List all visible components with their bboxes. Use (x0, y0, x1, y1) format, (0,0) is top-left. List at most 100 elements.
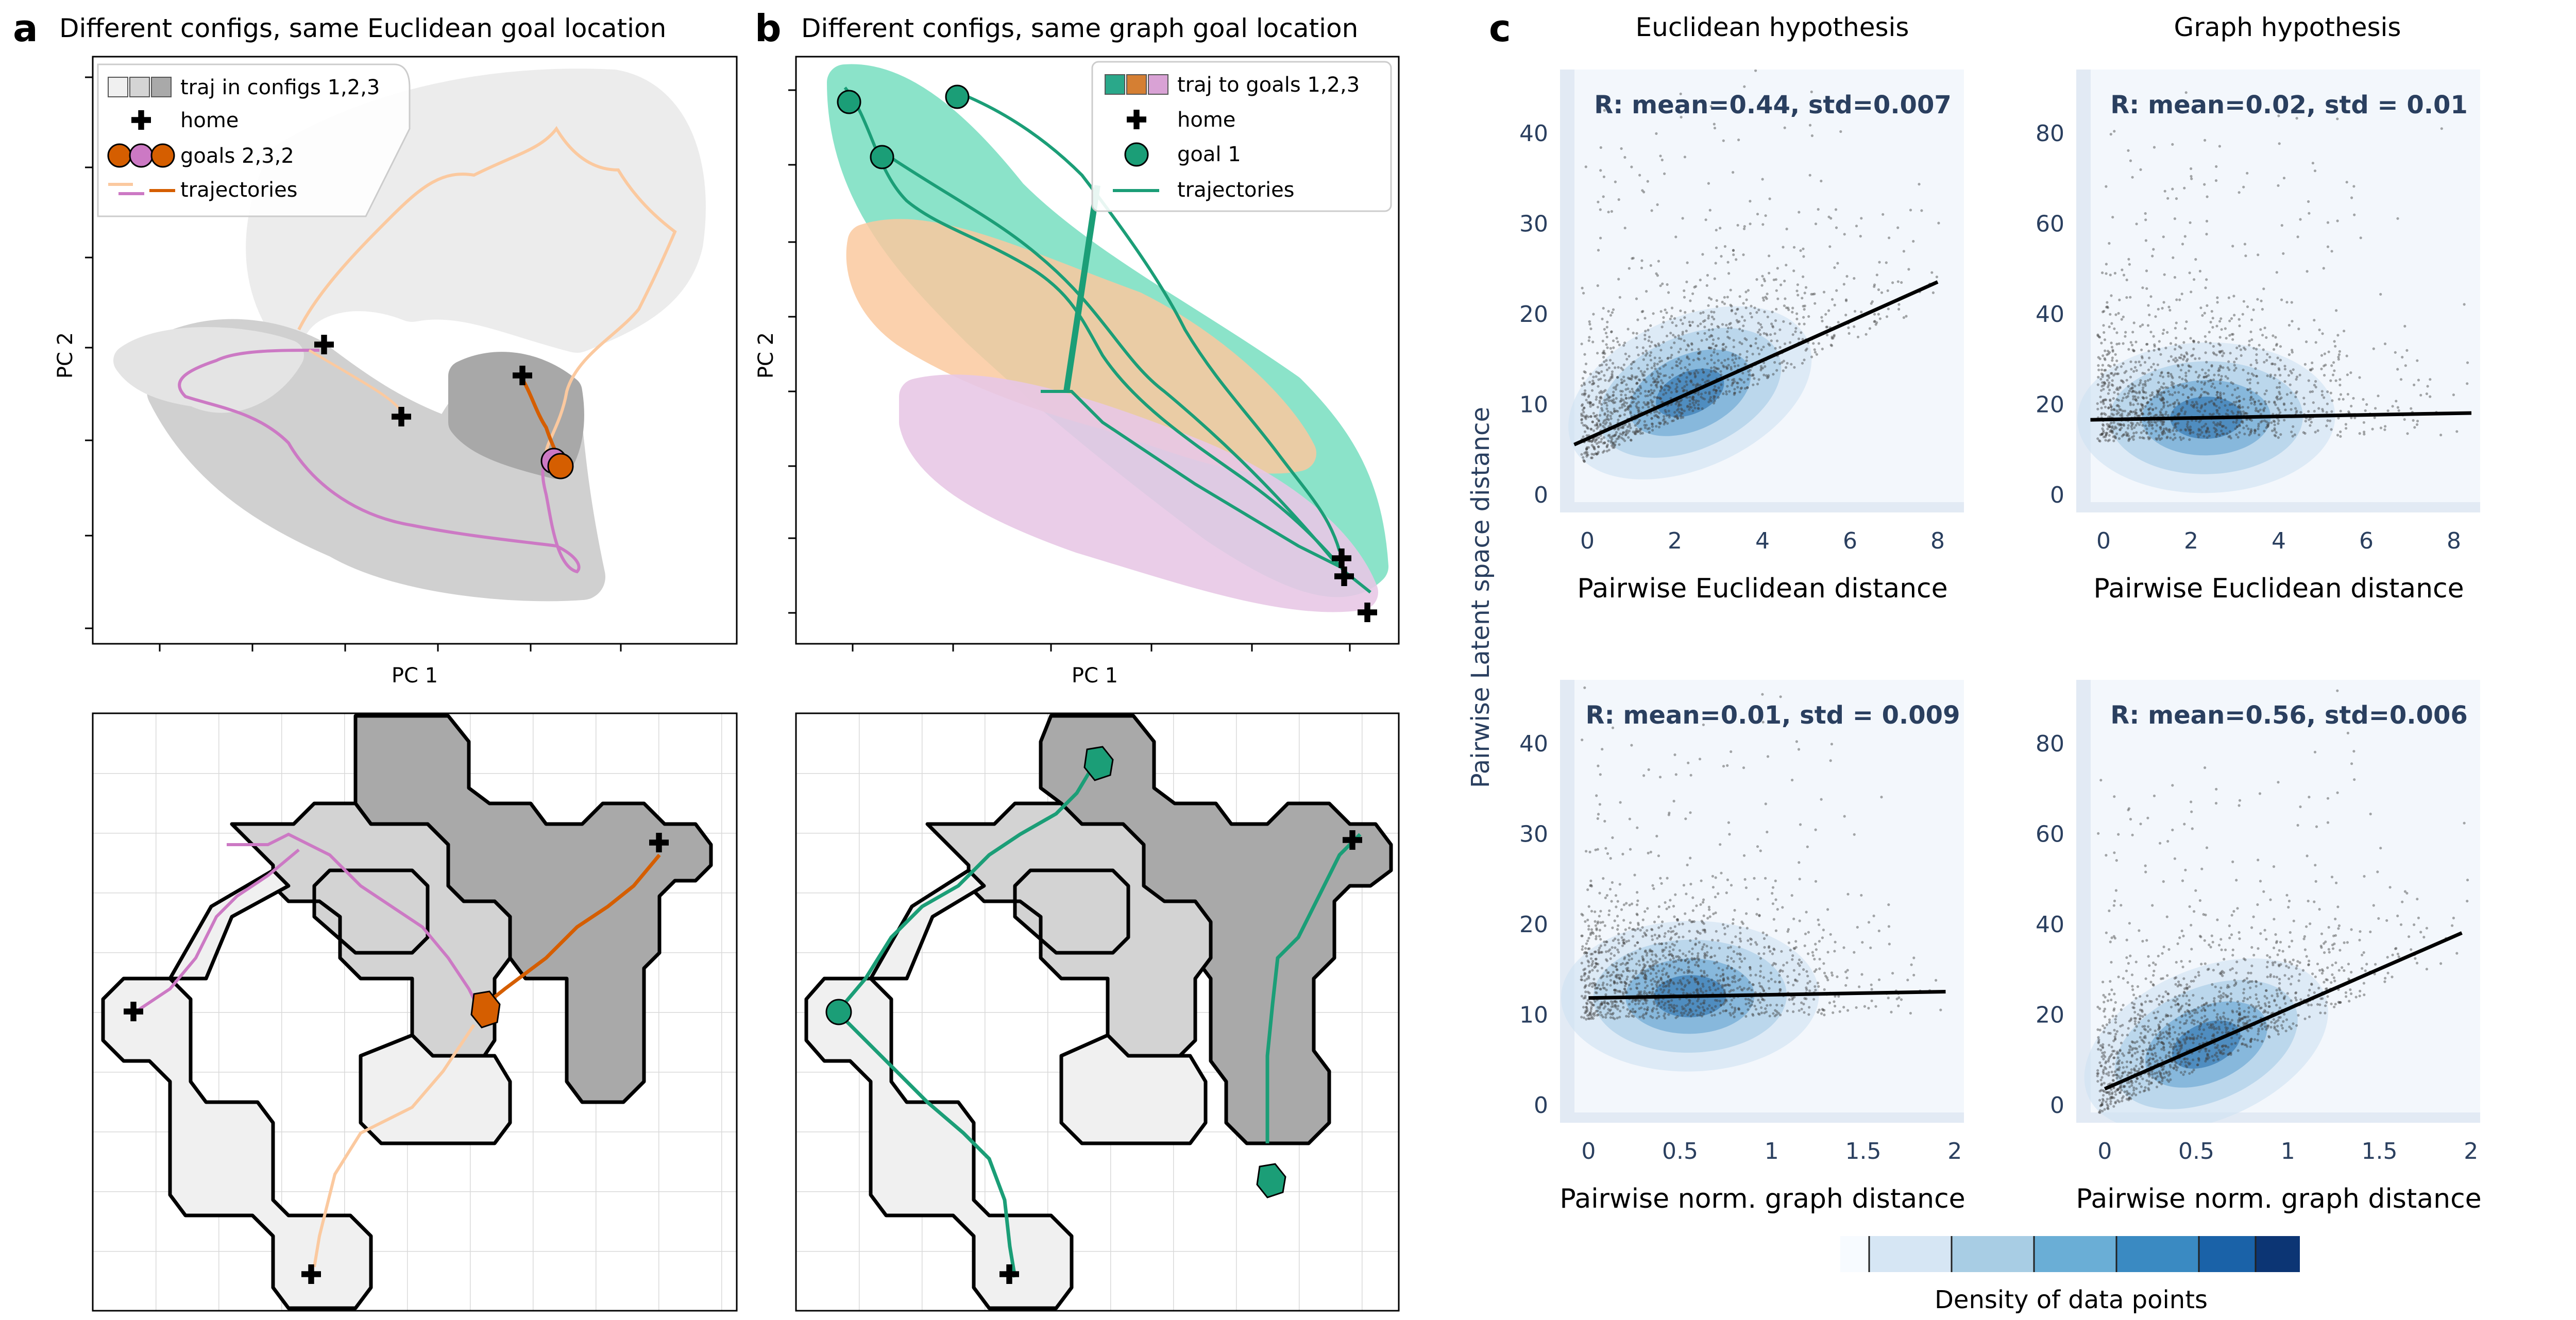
scatter-point (1797, 337, 1801, 340)
scatter-point (1679, 362, 1682, 365)
scatter-point (1700, 339, 1703, 342)
scatter-point (1695, 961, 1698, 964)
scatter-point (1667, 1013, 1670, 1016)
scatter-point (1635, 963, 1638, 966)
scatter-point (2364, 969, 2367, 972)
scatter-point (1725, 1000, 1728, 1003)
scatter-point (1617, 435, 1620, 438)
scatter-point (1798, 211, 1801, 214)
scatter-point (1663, 935, 1666, 938)
scatter-point (2128, 263, 2131, 266)
scatter-point (2226, 984, 2229, 987)
scatter-point (1875, 273, 1878, 277)
scatter-point (2115, 1052, 2118, 1055)
scatter-point (1622, 919, 1625, 922)
scatter-point (1655, 975, 1658, 979)
scatter-point (1668, 1003, 1671, 1007)
scatter-point (2131, 410, 2134, 414)
scatter-point (1670, 346, 1673, 349)
scatter-point (2157, 1037, 2160, 1040)
scatter-point (1707, 400, 1710, 404)
scatter-point (1732, 950, 1735, 953)
scatter-point (1626, 328, 1630, 331)
scatter-point (1751, 1013, 1754, 1016)
scatter-point (1709, 396, 1713, 399)
scatter-point (1731, 980, 1734, 983)
scatter-point (2255, 358, 2258, 362)
scatter-point (1751, 983, 1754, 986)
scatter-point (2108, 1043, 2111, 1047)
scatter-point (1714, 385, 1717, 388)
scatter-point (1709, 946, 1713, 949)
scatter-point (2282, 177, 2286, 180)
scatter-point (2149, 1044, 2152, 1048)
scatter-point (2122, 1095, 2125, 1098)
scatter-point (1594, 987, 1597, 990)
scatter-point (2295, 117, 2298, 120)
scatter-point (1798, 973, 1801, 976)
scatter-point (1731, 975, 1734, 979)
scatter-point (2244, 412, 2247, 415)
scatter-point (2113, 130, 2116, 133)
scatter-point (2141, 424, 2144, 427)
scatter-point (1636, 382, 1639, 385)
scatter-point (1680, 988, 1683, 991)
scatter-point (2191, 401, 2194, 404)
scatter-point (2198, 374, 2201, 377)
scatter-point (1596, 405, 1599, 409)
scatter-point (1745, 338, 1748, 341)
scatter-point (1656, 396, 1659, 400)
scatter-point (2166, 1078, 2169, 1082)
scatter-point (1634, 432, 1637, 435)
scatter-point (1790, 894, 1793, 897)
scatter-point (1697, 983, 1700, 986)
panel-a-maze (101, 714, 713, 1310)
scatter-point (1804, 932, 1807, 935)
scatter-point (1783, 342, 1787, 346)
scatter-point (1601, 984, 1604, 987)
scatter-point (2349, 371, 2352, 374)
legend-swatch-config-2 (129, 77, 150, 97)
scatter-point (1629, 987, 1632, 990)
scatter-point (1900, 998, 1903, 1001)
scatter-point (1738, 295, 1741, 298)
scatter-point (2119, 1049, 2122, 1052)
scatter-point (2338, 384, 2342, 387)
scatter-point (1760, 325, 1764, 329)
scatter-point (2273, 1025, 2276, 1028)
scatter-point (1691, 896, 1694, 899)
scatter-point (2177, 403, 2180, 406)
scatter-point (1715, 389, 1718, 392)
scatter-point (1653, 380, 1656, 384)
scatter-point (1681, 386, 1684, 390)
scatter-point (1593, 966, 1596, 969)
scatter-point (2189, 365, 2192, 368)
scatter-point (1699, 322, 1702, 325)
scatter-point (1603, 402, 1606, 405)
scatter-point (1644, 330, 1647, 333)
scatter-point (1599, 988, 1602, 991)
scatter-point (2326, 966, 2329, 969)
scatter-point (1616, 1007, 1619, 1010)
scatter-point (1644, 390, 1647, 393)
scatter-point (1843, 233, 1846, 236)
scatter-point (1775, 289, 1778, 292)
scatter-point (1613, 954, 1616, 957)
scatter-point (1642, 774, 1646, 777)
scatter-point (2148, 424, 2151, 427)
scatter-point (1773, 948, 1776, 951)
scatter-point (2218, 344, 2222, 347)
scatter-point (2102, 431, 2105, 434)
scatter-point (1583, 393, 1586, 397)
scatter-point (2116, 1056, 2120, 1059)
scatter-point (2329, 391, 2332, 395)
scatter-point (1709, 105, 1713, 108)
scatter-point (1661, 948, 1664, 952)
scatter-point (1813, 293, 1816, 296)
scatter-point (1674, 387, 1677, 391)
scatter-point (2158, 340, 2161, 343)
scatter-point (1655, 386, 1658, 389)
scatter-point (2098, 440, 2102, 443)
scatter-point (2294, 391, 2298, 395)
scatter-point (1761, 998, 1764, 1001)
